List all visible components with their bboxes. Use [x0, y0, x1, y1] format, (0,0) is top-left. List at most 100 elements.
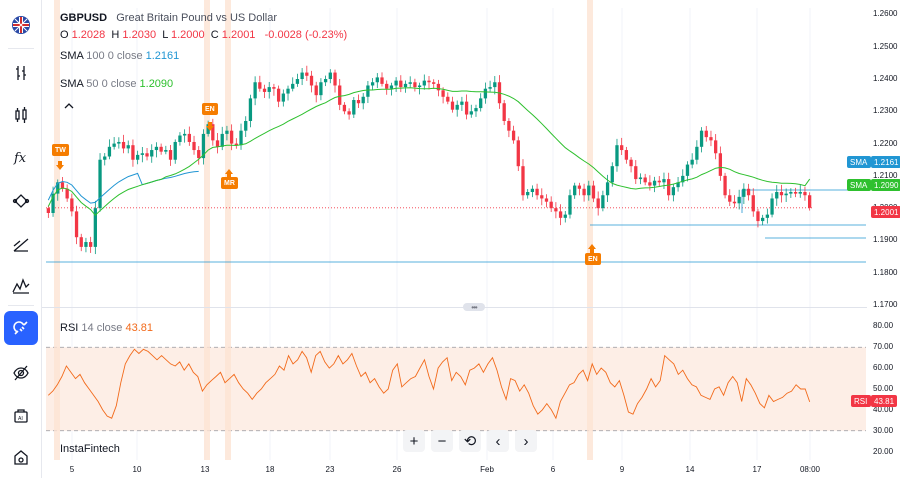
- magnet-icon[interactable]: [4, 311, 38, 345]
- rsi-value: 43.81: [125, 322, 153, 334]
- hide-drawings-icon[interactable]: [4, 356, 38, 390]
- candle-body: [582, 188, 586, 196]
- candle-body: [657, 180, 661, 183]
- range-box-line: [741, 189, 866, 213]
- candle-body: [300, 72, 304, 80]
- scroll-left-button[interactable]: ‹: [487, 430, 509, 452]
- candle-body: [681, 175, 685, 183]
- event-marker-en[interactable]: EN: [585, 253, 601, 265]
- sma50-tag-label: SMA: [847, 179, 871, 191]
- pane-separator: [42, 307, 867, 308]
- time-tick-label: 17: [752, 465, 762, 474]
- sma100-params: 100 0 close: [86, 50, 143, 62]
- drawing-icon[interactable]: [4, 184, 38, 218]
- scroll-right-button[interactable]: ›: [515, 430, 537, 452]
- candle-body: [145, 153, 149, 157]
- candle-body: [620, 145, 624, 151]
- candle-body: [46, 208, 50, 213]
- candle-body: [417, 85, 422, 88]
- candle-body: [201, 133, 206, 159]
- candle-body: [356, 100, 361, 104]
- candle-body: [638, 177, 643, 180]
- candle-body: [798, 192, 802, 194]
- collapse-legend-button[interactable]: [60, 98, 78, 114]
- candle-body: [192, 141, 196, 151]
- candle-body: [775, 192, 779, 199]
- event-marker-mr[interactable]: MR: [221, 177, 238, 189]
- open-label: O: [60, 29, 69, 41]
- candle-body: [779, 192, 784, 196]
- time-tick-label: Feb: [480, 465, 494, 474]
- zoom-in-button[interactable]: +: [403, 430, 425, 452]
- time-tick-label: 5: [69, 465, 75, 474]
- sma100-legend[interactable]: SMA 100 0 close 1.2161: [60, 50, 179, 62]
- candle-body: [441, 90, 445, 97]
- pane-resize-handle[interactable]: •••: [463, 303, 485, 312]
- candle-body: [803, 192, 807, 196]
- candle-body: [751, 195, 755, 212]
- time-tick-label: 18: [265, 465, 275, 474]
- bar-style-icon[interactable]: [4, 56, 38, 90]
- price-tick-label: 1.1700: [873, 300, 898, 309]
- high-value: 1.2030: [122, 29, 157, 41]
- candle-body: [690, 159, 694, 165]
- time-tick-label: 6: [550, 465, 556, 474]
- home-icon[interactable]: [4, 440, 38, 474]
- event-highlight: [225, 0, 231, 460]
- candle-body: [159, 146, 163, 152]
- low-value: 1.2000: [170, 29, 205, 41]
- event-marker-tw[interactable]: TW: [52, 144, 69, 156]
- indicators-icon[interactable]: fx: [4, 140, 38, 174]
- sma50-legend[interactable]: SMA 50 0 close 1.2090: [60, 78, 173, 90]
- candle-body: [652, 180, 657, 186]
- rsi-name: RSI: [60, 322, 79, 334]
- candle-body: [131, 145, 135, 160]
- candle-body: [540, 195, 544, 199]
- event-marker-en[interactable]: EN: [202, 103, 218, 115]
- candle-body: [784, 193, 788, 196]
- candle-body: [587, 185, 591, 196]
- time-tick-label: 14: [685, 465, 695, 474]
- candle-body: [699, 130, 704, 147]
- candle-body: [605, 182, 610, 196]
- change-value: -0.0028 (-0.23%): [264, 29, 348, 41]
- candle-body: [761, 217, 765, 222]
- symbol-name[interactable]: GBPUSD: [60, 12, 108, 24]
- candle-body: [436, 83, 441, 91]
- candle-body: [229, 130, 234, 144]
- zoom-out-button[interactable]: −: [431, 430, 453, 452]
- candle-body: [507, 120, 511, 131]
- candle-body: [309, 75, 314, 86]
- candle-body: [272, 87, 276, 89]
- candle-body: [164, 150, 168, 152]
- chevron-up-icon: [64, 103, 74, 109]
- candle-body: [403, 83, 408, 88]
- patterns-icon[interactable]: [4, 269, 38, 303]
- arrow-up-icon: [225, 165, 233, 183]
- candle-body: [281, 93, 285, 102]
- candle-body: [173, 141, 177, 160]
- trend-icon[interactable]: [4, 227, 38, 261]
- sma50-value: 1.2090: [139, 78, 174, 90]
- candle-body: [544, 198, 549, 202]
- candle-icon[interactable]: [4, 98, 38, 132]
- rsi-legend[interactable]: RSI 14 close 43.81: [60, 322, 153, 334]
- sma100-line: [47, 170, 199, 204]
- rsi-tag-value: 43.81: [871, 395, 898, 407]
- candle-body: [117, 141, 121, 144]
- candle-body: [474, 108, 478, 112]
- time-tick-label: 26: [392, 465, 402, 474]
- flag-uk-icon[interactable]: [4, 8, 38, 42]
- chart-canvas[interactable]: [42, 0, 867, 478]
- candle-body: [107, 146, 112, 157]
- candle-body: [220, 133, 224, 147]
- candle-body: [662, 179, 666, 183]
- screenshot-icon[interactable]: AI: [4, 399, 38, 433]
- time-tick-label: 23: [325, 465, 335, 474]
- candle-body: [211, 124, 215, 141]
- candle-body: [319, 82, 323, 96]
- reset-button[interactable]: ⟲: [459, 430, 481, 452]
- candle-body: [746, 188, 751, 196]
- candle-body: [573, 185, 577, 196]
- left-toolbar: fx AI: [0, 0, 42, 478]
